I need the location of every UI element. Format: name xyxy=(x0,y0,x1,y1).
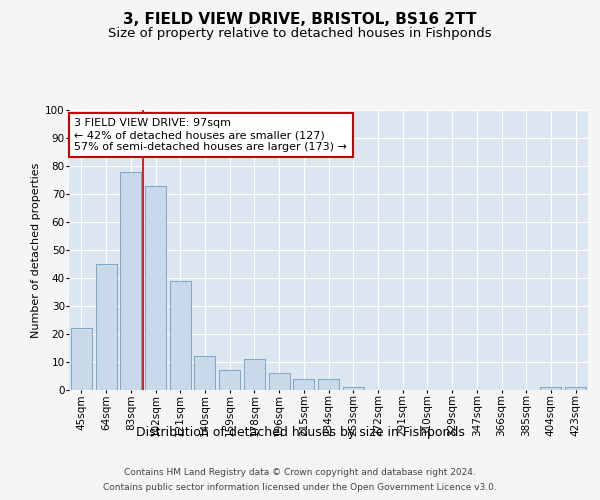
Bar xyxy=(318,379,339,390)
Bar xyxy=(95,264,116,390)
Bar xyxy=(244,359,265,390)
Bar xyxy=(71,328,92,390)
Bar xyxy=(194,356,215,390)
Bar xyxy=(194,356,215,390)
Bar xyxy=(244,359,265,390)
Bar xyxy=(71,328,92,390)
Bar xyxy=(120,172,141,390)
Bar xyxy=(95,264,116,390)
Y-axis label: Number of detached properties: Number of detached properties xyxy=(31,162,41,338)
Bar xyxy=(269,373,290,390)
Bar xyxy=(269,373,290,390)
Bar xyxy=(170,281,191,390)
Bar xyxy=(343,387,364,390)
Bar xyxy=(541,387,562,390)
Bar xyxy=(318,379,339,390)
Bar xyxy=(293,379,314,390)
Bar xyxy=(145,186,166,390)
Bar xyxy=(170,281,191,390)
Bar xyxy=(120,172,141,390)
Text: Size of property relative to detached houses in Fishponds: Size of property relative to detached ho… xyxy=(108,28,492,40)
Bar xyxy=(541,387,562,390)
Bar xyxy=(565,387,586,390)
Text: Contains public sector information licensed under the Open Government Licence v3: Contains public sector information licen… xyxy=(103,483,497,492)
Bar xyxy=(219,370,240,390)
Bar xyxy=(293,379,314,390)
Text: 3, FIELD VIEW DRIVE, BRISTOL, BS16 2TT: 3, FIELD VIEW DRIVE, BRISTOL, BS16 2TT xyxy=(123,12,477,28)
Bar xyxy=(343,387,364,390)
Text: Distribution of detached houses by size in Fishponds: Distribution of detached houses by size … xyxy=(136,426,464,439)
Bar xyxy=(145,186,166,390)
Bar xyxy=(219,370,240,390)
Text: Contains HM Land Registry data © Crown copyright and database right 2024.: Contains HM Land Registry data © Crown c… xyxy=(124,468,476,477)
Text: 3 FIELD VIEW DRIVE: 97sqm
← 42% of detached houses are smaller (127)
57% of semi: 3 FIELD VIEW DRIVE: 97sqm ← 42% of detac… xyxy=(74,118,347,152)
Bar xyxy=(565,387,586,390)
